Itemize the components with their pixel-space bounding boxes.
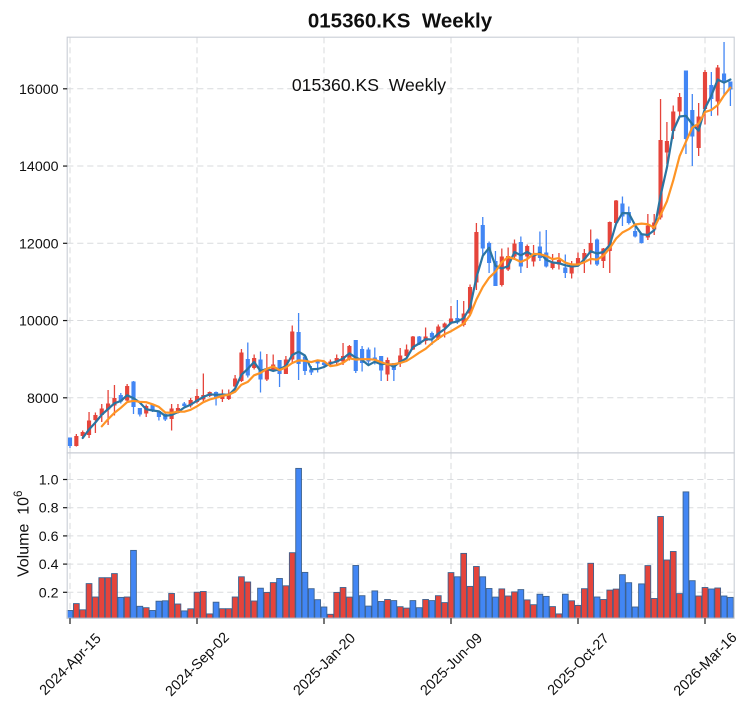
svg-text:Volume 106: Volume 106 xyxy=(13,491,33,577)
svg-text:12000: 12000 xyxy=(19,236,59,252)
svg-text:015360.KS Weekly: 015360.KS Weekly xyxy=(308,10,493,33)
svg-text:16000: 16000 xyxy=(19,82,59,98)
svg-text:10000: 10000 xyxy=(19,314,59,330)
svg-text:0.8: 0.8 xyxy=(39,501,59,517)
svg-text:0.4: 0.4 xyxy=(39,557,59,573)
svg-text:0.2: 0.2 xyxy=(39,585,59,601)
svg-text:015360.KS Weekly: 015360.KS Weekly xyxy=(292,75,446,95)
svg-text:0.6: 0.6 xyxy=(39,529,59,545)
svg-text:14000: 14000 xyxy=(19,159,59,175)
svg-text:1.0: 1.0 xyxy=(39,473,59,489)
svg-text:8000: 8000 xyxy=(27,391,59,407)
